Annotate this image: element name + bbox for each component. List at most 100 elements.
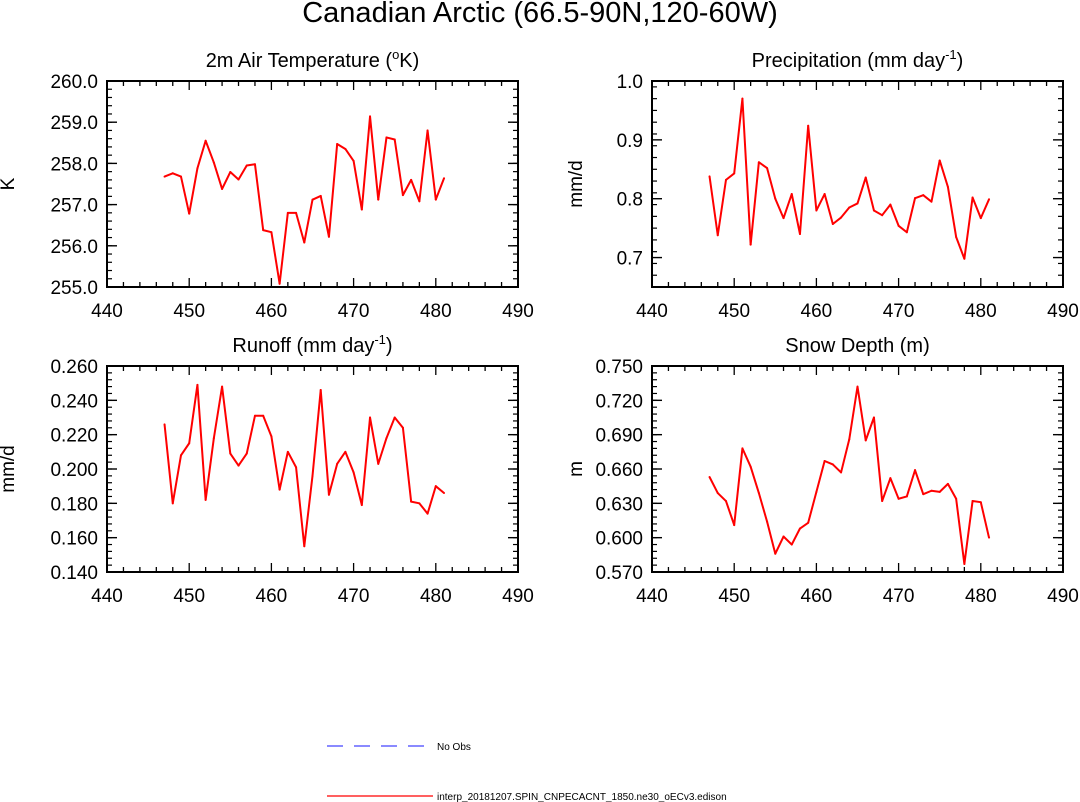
- runoff-data-point: [163, 423, 166, 426]
- precipitation-title: Precipitation (mm day-1): [752, 47, 964, 72]
- temperature-title-main: 2m Air Temperature (: [206, 50, 393, 72]
- runoff-data-point: [360, 504, 363, 507]
- temperature-ytick-label: 258.0: [50, 154, 98, 175]
- temperature-data-point: [163, 175, 166, 178]
- temperature-data-point: [319, 194, 322, 197]
- runoff-xtick-label: 470: [338, 586, 370, 607]
- runoff-data-point: [385, 437, 388, 440]
- snow-depth-data-point: [749, 465, 752, 468]
- snow-depth-ytick-label: 0.660: [595, 460, 643, 481]
- snow-depth-xtick-label: 470: [883, 586, 915, 607]
- runoff-data-point: [171, 502, 174, 505]
- runoff-xtick-label: 440: [91, 586, 123, 607]
- temperature-data-point: [188, 212, 191, 215]
- runoff-series-line: [163, 383, 445, 548]
- precipitation-series-line: [708, 97, 990, 260]
- snow-depth-data-point: [782, 535, 785, 538]
- snow-depth-data-point: [930, 489, 933, 492]
- snow-depth-data-point: [922, 493, 925, 496]
- precipitation-data-point: [766, 167, 769, 170]
- snow-depth-xtick-label: 480: [965, 586, 997, 607]
- snow-depth-data-point: [790, 543, 793, 546]
- precipitation-data-point: [757, 161, 760, 164]
- precipitation-data-point: [905, 231, 908, 234]
- runoff-ytick-label: 0.180: [50, 494, 98, 515]
- precipitation-data-point: [889, 203, 892, 206]
- precipitation-data-point: [815, 209, 818, 212]
- legend-label-2: interp_20181207.SPIN_CNPECACNT_1850.ne30…: [437, 792, 727, 802]
- runoff-data-point: [270, 435, 273, 438]
- runoff-xtick-label: 460: [256, 586, 288, 607]
- snow-depth-data-point: [914, 469, 917, 472]
- temperature-data-point: [336, 143, 339, 146]
- precipitation-xtick-label: 440: [636, 301, 668, 322]
- runoff-xtick-label: 450: [173, 586, 205, 607]
- runoff-xtick-label: 480: [420, 586, 452, 607]
- precipitation-data-point: [881, 214, 884, 217]
- snow-depth-data-point: [897, 497, 900, 500]
- precipitation-ytick-label: 0.9: [617, 131, 643, 152]
- precipitation-data-point: [741, 97, 744, 100]
- precipitation-data-point: [979, 217, 982, 220]
- temperature-data-point: [443, 177, 446, 180]
- runoff-title-tail: ): [386, 335, 393, 357]
- temperature-data-point: [369, 115, 372, 118]
- snow-depth-data-point: [988, 536, 991, 539]
- snow-depth-data-point: [955, 497, 958, 500]
- snow-depth-data-point: [823, 459, 826, 462]
- snow-depth-data-point: [798, 527, 801, 530]
- snow-depth-data-point: [774, 552, 777, 555]
- runoff-data-point: [426, 512, 429, 515]
- snow-depth-xtick-label: 440: [636, 586, 668, 607]
- precipitation-title-sup: -1: [945, 47, 957, 62]
- temperature-xtick-label: 480: [420, 301, 452, 322]
- runoff-data-point: [245, 452, 248, 455]
- temperature-data-point: [295, 211, 298, 214]
- runoff-data-point: [327, 493, 330, 496]
- precipitation-data-point: [938, 159, 941, 162]
- temperature-ytick-label: 260.0: [50, 72, 98, 93]
- precipitation-data-point: [840, 216, 843, 219]
- snow-depth-data-point: [766, 520, 769, 523]
- runoff-data-point: [188, 442, 191, 445]
- precipitation-data-point: [790, 193, 793, 196]
- precipitation-panel: Precipitation (mm day-1) 440 450 460 470 480 4…: [566, 47, 1079, 322]
- precipitation-data-point: [930, 200, 933, 203]
- snow-depth-data-point: [848, 438, 851, 441]
- snow-depth-data-point: [741, 447, 744, 450]
- runoff-data-point: [377, 462, 380, 465]
- temperature-data-point: [278, 282, 281, 285]
- snow-depth-plot-frame: [651, 365, 1064, 573]
- temperature-ylabel: K: [0, 177, 19, 190]
- runoff-data-point: [311, 474, 314, 477]
- precipitation-ytick-label: 0.8: [617, 190, 643, 211]
- runoff-ytick-label: 0.140: [50, 563, 98, 584]
- temperature-data-point: [286, 211, 289, 214]
- precipitation-data-point: [864, 176, 867, 179]
- precipitation-data-point: [749, 243, 752, 246]
- temperature-plot-frame: [106, 80, 519, 288]
- snow-depth-data-point: [872, 416, 875, 419]
- runoff-data-point: [286, 450, 289, 453]
- temperature-ytick-label: 259.0: [50, 113, 98, 134]
- snow-depth-data-point: [724, 500, 727, 503]
- temperature-xtick-label: 440: [91, 301, 123, 322]
- runoff-panel: Runoff (mm day-1) 440 450 460 470 480 490 0.140…: [0, 332, 534, 607]
- precipitation-data-point: [708, 175, 711, 178]
- precipitation-data-point: [774, 197, 777, 200]
- snow-depth-ytick-label: 0.750: [595, 357, 643, 378]
- snow-depth-data-point: [757, 492, 760, 495]
- temperature-data-point: [245, 164, 248, 167]
- snow-depth-ylabel: m: [566, 461, 587, 477]
- temperature-title-sup: o: [392, 47, 399, 62]
- temperature-panel: 2m Air Temperature (oK) 440 450 460 470 480 49…: [0, 47, 534, 322]
- precipitation-plot-frame: [651, 80, 1064, 288]
- precipitation-title-tail: ): [957, 50, 964, 72]
- snow-depth-panel: Snow Depth (m) 440 450 460 470 480 490 0.570 0.6…: [566, 335, 1079, 607]
- runoff-data-point: [221, 385, 224, 388]
- temperature-data-point: [229, 171, 232, 174]
- temperature-ytick-label: 255.0: [50, 278, 98, 299]
- precipitation-data-point: [733, 172, 736, 175]
- temperature-data-point: [352, 159, 355, 162]
- runoff-data-point: [229, 452, 232, 455]
